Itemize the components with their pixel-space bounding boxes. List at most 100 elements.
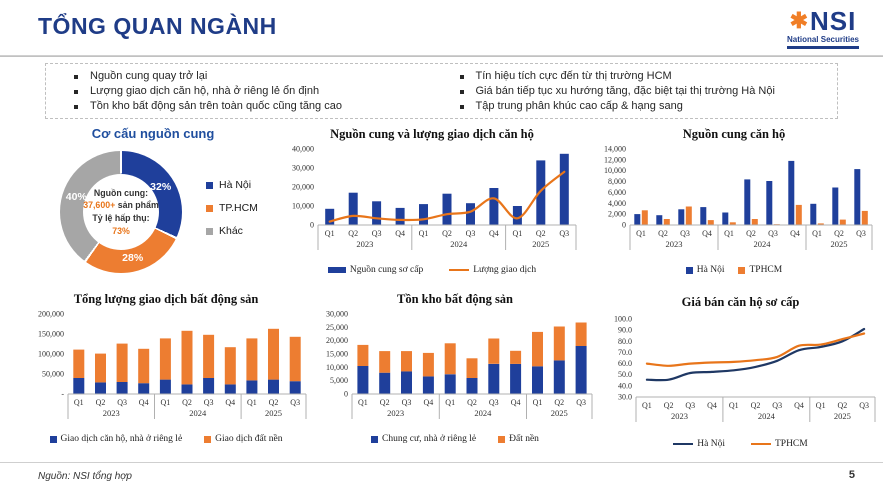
quarter-label: Q4	[511, 398, 521, 407]
bar-segment	[510, 363, 522, 394]
y-tick-label: 10,000	[292, 202, 314, 211]
chart-canvas: 0 10,000 20,000 30,000 40,000 Q1 Q2 Q3 Q4 Q1 Q2 Q3 Q…	[292, 145, 577, 250]
bar-segment	[575, 322, 587, 346]
bar-segment	[510, 350, 522, 364]
y-tick-label: 6,000	[608, 188, 626, 197]
bar-segment	[181, 330, 193, 385]
highlight-item: Tồn kho bất động sản trên toàn quốc cũng…	[56, 99, 442, 114]
quarter-label: Q4	[139, 398, 149, 407]
inventory-chart: 0 5,000 10,000 15,000 20,000 25,000 30,000 Q1 Q2…	[310, 308, 600, 444]
bar	[442, 193, 452, 225]
y-tick-label: 100,000	[38, 350, 64, 359]
donut-chart: Nguồn cung: 37,600+ sản phẩm Tỷ lệ hấp t…	[28, 145, 278, 285]
chart-title: Tổng lượng giao dịch bất động sản	[73, 292, 259, 306]
bar-segment	[246, 338, 258, 381]
bar-segment	[289, 336, 301, 382]
bar-segment	[466, 378, 478, 394]
bar	[559, 153, 569, 226]
quarter-label: Q2	[658, 229, 668, 238]
bar-segment	[268, 328, 279, 380]
panel-supply-structure: Cơ cấu nguồn cung Nguồn cung: 37,600+ sả…	[28, 126, 278, 290]
quarter-label: Q1	[247, 398, 257, 407]
bar	[817, 223, 824, 225]
quarter-label: Q1	[358, 398, 368, 407]
nsi-logo: ✱ NSI National Securities	[786, 8, 859, 49]
y-tick-label: 40.0	[618, 381, 632, 390]
bar-segment	[181, 384, 193, 394]
panel-inventory: Tồn kho bất động sản 0 5,000 10,000 15,000 2…	[310, 292, 600, 444]
highlights-right: Tín hiệu tích cực đến từ thị trường HCM …	[442, 69, 828, 113]
bar-segment	[357, 344, 369, 366]
quarter-label: Q2	[380, 398, 390, 407]
quarter-label: Q3	[859, 401, 869, 410]
y-tick-label: 14,000	[604, 145, 626, 154]
chart-canvas: - 50,000 100,000 150,000 200,000 Q1 Q2 Q3 Q4 Q1 Q2…	[38, 310, 307, 419]
quarter-label: Q2	[182, 398, 192, 407]
bar	[744, 179, 751, 225]
highlight-text: Tồn kho bất động sản trên toàn quốc cũng…	[90, 100, 342, 112]
y-axis: - 50,000 100,000 150,000 200,000	[38, 310, 64, 399]
legend-label: Hà Nội	[696, 265, 725, 275]
y-tick-label: 50.0	[618, 370, 632, 379]
bar-series	[641, 204, 868, 225]
chart-canvas: 0 5,000 10,000 15,000 20,000 25,000 30,000 Q1 Q2…	[326, 310, 593, 419]
bar	[395, 207, 405, 225]
y-tick-label: 0	[622, 221, 626, 230]
y-tick-label: 8,000	[608, 177, 626, 186]
chart-title: Tồn kho bất động sản	[396, 292, 514, 306]
bar-segment	[116, 343, 128, 382]
year-label: 2024	[474, 408, 492, 418]
legend-swatch	[738, 266, 746, 274]
quarter-label: Q4	[395, 229, 405, 238]
slice-percentage-label: 40%	[65, 191, 87, 204]
bar	[348, 192, 358, 225]
bar	[466, 203, 475, 225]
bar	[751, 219, 758, 225]
bar	[656, 215, 663, 225]
legend-swatch	[206, 204, 213, 212]
y-tick-label: 15,000	[326, 350, 348, 359]
legend-item: Hà Nội	[673, 439, 725, 449]
quarter-label: Q2	[348, 229, 358, 238]
quarter-label: Q1	[74, 398, 84, 407]
chart-title: Giá bán căn hộ sơ cấp	[681, 295, 800, 309]
legend-label: Giao dịch đất nền	[215, 434, 283, 444]
donut-center: Nguồn cung: 37,600+ sản phẩm Tỷ lệ hấp t…	[83, 174, 159, 250]
quarter-label: Q1	[513, 229, 523, 238]
year-label: 2024	[189, 408, 207, 418]
legend-label: TPHCM	[749, 265, 783, 275]
star-icon: ✱	[789, 8, 809, 33]
bar-segment	[289, 381, 301, 394]
bar-segment	[575, 346, 587, 394]
legend-item: Hà Nội	[685, 265, 725, 275]
y-tick-label: 100.0	[614, 315, 632, 324]
bar-segment	[73, 349, 85, 378]
bar-segment	[532, 366, 543, 394]
quarter-label: Q3	[576, 398, 586, 407]
y-tick-label: 4,000	[608, 199, 626, 208]
y-axis: 0 10,000 20,000 30,000 40,000	[292, 145, 314, 230]
y-tick-label: 0	[344, 390, 348, 399]
legend-swatch	[327, 267, 346, 273]
chart-legend: Giao dịch căn hộ, nhà ở riêng lẻ Giao dịc…	[20, 434, 312, 444]
legend-label: Lượng giao dịch	[473, 265, 537, 275]
donut-center-line1: Nguồn cung:	[93, 187, 149, 198]
bar-segment	[379, 351, 391, 373]
bar-segment	[116, 382, 128, 394]
bar-series	[634, 160, 861, 225]
year-label: 2025	[834, 411, 851, 421]
bar	[707, 220, 714, 225]
absorption-label: Tỷ lệ hấp thụ:	[92, 213, 150, 223]
y-tick-label: 30,000	[326, 310, 348, 319]
quarter-label: Q1	[445, 398, 455, 407]
highlight-text: Nguồn cung quay trở lại	[90, 70, 208, 82]
slice-percentage-label: 28%	[122, 251, 144, 264]
legend-swatch	[498, 435, 506, 443]
legend-item: TPHCM	[738, 265, 782, 275]
quarter-label: Q3	[680, 229, 690, 238]
bar-segment	[203, 378, 215, 394]
